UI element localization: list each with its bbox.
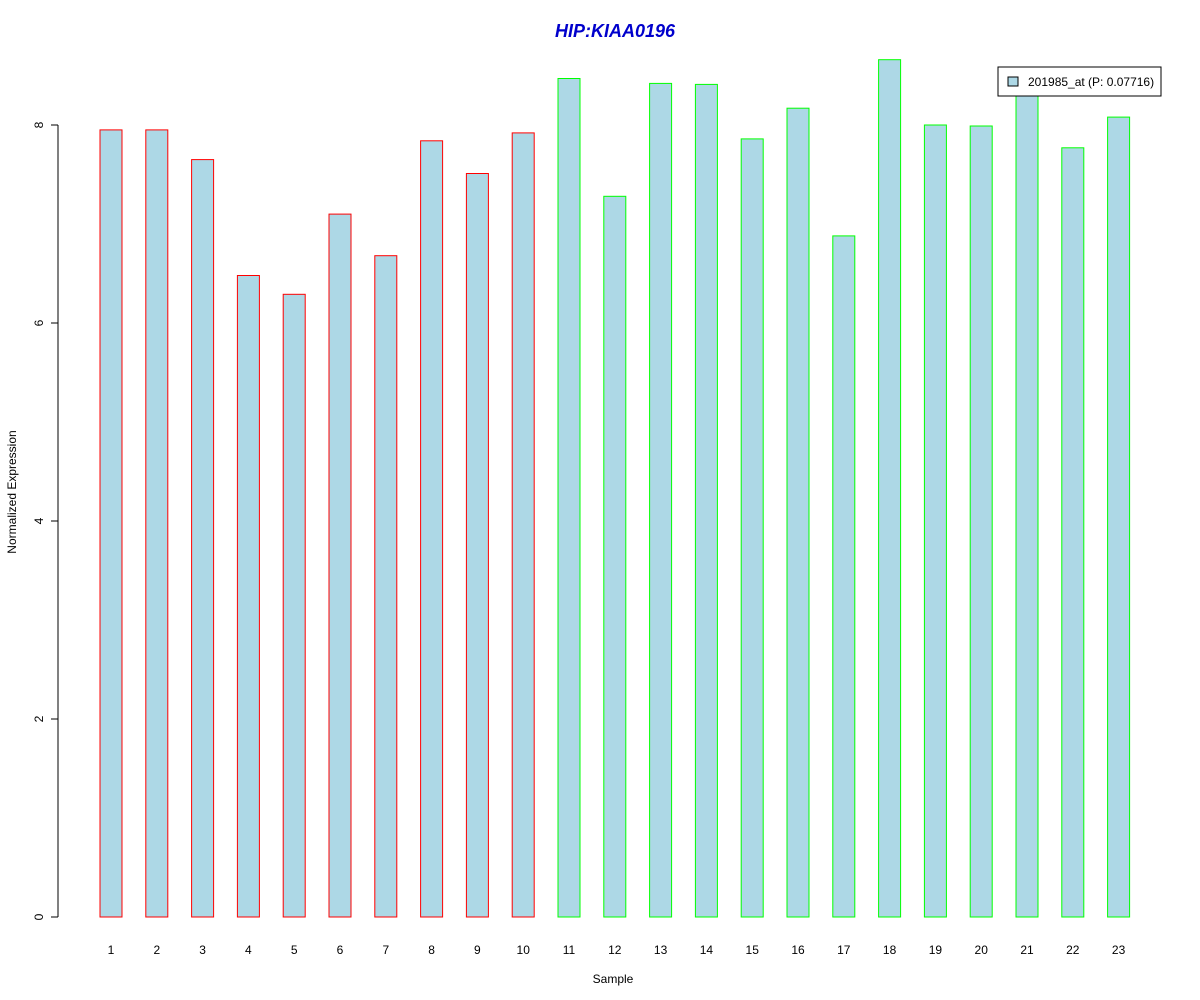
x-tick-label: 23: [1112, 943, 1126, 957]
y-tick-label: 2: [32, 715, 46, 722]
x-tick-label: 21: [1020, 943, 1034, 957]
x-tick-label: 11: [563, 943, 576, 957]
legend-box: [997, 66, 1162, 97]
bar-sample-6: [328, 213, 352, 918]
bar-sample-16: [786, 107, 810, 918]
y-tick-label: 6: [32, 319, 46, 326]
legend-label: 201985_at (P: 0.07716): [1028, 75, 1154, 89]
x-tick-label: 18: [883, 943, 897, 957]
x-tick-label: 22: [1066, 943, 1080, 957]
chart-title: HIP:KIAA0196: [555, 21, 676, 41]
legend-swatch: [1007, 76, 1019, 87]
x-tick-label: 3: [199, 943, 206, 957]
y-axis-label: Normalized Expression: [5, 430, 19, 553]
x-tick-label: 5: [291, 943, 298, 957]
bar-sample-3: [191, 159, 215, 918]
y-tick-label: 4: [32, 517, 46, 524]
bar-sample-20: [969, 125, 993, 918]
bar-sample-9: [465, 173, 489, 918]
bar-sample-14: [694, 83, 718, 918]
bar-sample-19: [923, 124, 947, 918]
y-tick-label: 8: [32, 121, 46, 128]
bar-sample-11: [557, 78, 581, 918]
x-tick-labels: 1 2 3 4 5 6 7 8 9 10 11 12 13 14 15 16 17 18 19 20 21 22 23: [108, 943, 1126, 957]
x-tick-label: 13: [654, 943, 668, 957]
bar-sample-17: [832, 235, 856, 918]
bars-group: [99, 59, 1131, 918]
x-tick-label: 14: [700, 943, 714, 957]
bar-sample-21: [1015, 94, 1039, 918]
bar-sample-2: [145, 129, 169, 918]
bar-sample-7: [374, 255, 398, 918]
x-tick-label: 10: [517, 943, 531, 957]
x-tick-label: 9: [474, 943, 481, 957]
bar-sample-23: [1107, 116, 1131, 918]
x-axis-label: Sample: [593, 972, 634, 986]
y-tick-label: 0: [32, 913, 46, 920]
x-tick-label: 12: [608, 943, 622, 957]
x-tick-label: 19: [929, 943, 943, 957]
y-axis: 0 2 4 6 8: [32, 121, 59, 920]
x-tick-label: 7: [382, 943, 389, 957]
x-tick-label: 4: [245, 943, 252, 957]
bar-sample-18: [878, 59, 902, 918]
bar-sample-15: [740, 138, 764, 918]
bar-sample-8: [420, 140, 444, 918]
legend: 201985_at (P: 0.07716): [997, 66, 1162, 97]
x-tick-label: 8: [428, 943, 435, 957]
x-tick-label: 1: [108, 943, 115, 957]
bar-sample-22: [1061, 147, 1085, 918]
x-tick-label: 2: [153, 943, 160, 957]
bar-sample-13: [649, 82, 673, 918]
x-tick-label: 16: [791, 943, 805, 957]
bar-sample-4: [236, 275, 260, 918]
bar-sample-5: [282, 293, 306, 918]
x-tick-label: 6: [337, 943, 344, 957]
x-tick-label: 17: [837, 943, 851, 957]
bar-sample-10: [511, 132, 535, 918]
bar-sample-12: [603, 195, 627, 918]
bar-sample-1: [99, 129, 123, 918]
x-tick-label: 15: [746, 943, 760, 957]
x-tick-label: 20: [975, 943, 989, 957]
